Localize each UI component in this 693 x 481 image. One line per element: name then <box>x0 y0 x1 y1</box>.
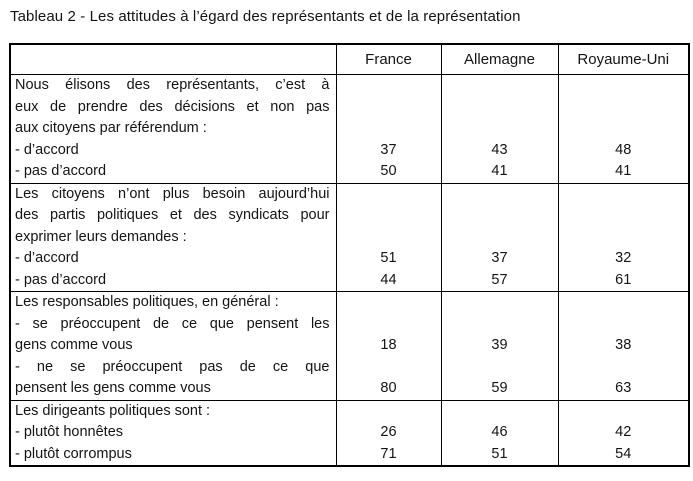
table-row: Nous élisons des représentants, c’est à <box>9 74 690 97</box>
value-cell-allemagne: 51 <box>440 443 559 466</box>
header-empty-cell <box>9 44 337 75</box>
value-cell-allemagne <box>440 96 559 118</box>
answer-label-cell: - pas d’accord <box>9 161 337 183</box>
value-cell-royaume-uni: 63 <box>557 378 690 400</box>
value-cell-france: 37 <box>335 139 442 161</box>
attitudes-table: France Allemagne Royaume-Uni Nous élison… <box>9 43 690 467</box>
value-cell-royaume-uni: 32 <box>557 248 690 270</box>
header-row: France Allemagne Royaume-Uni <box>9 44 690 75</box>
answer-label-cell: - ne se préoccupent pas de ce que <box>9 356 337 378</box>
column-header-france: France <box>335 44 442 75</box>
table-row: - d’accord 37 43 48 <box>9 139 690 161</box>
answer-label-cell: - d’accord <box>9 139 337 161</box>
value-cell-royaume-uni <box>557 74 690 97</box>
table-row: eux de prendre des décisions et non pas <box>9 96 690 118</box>
question-cell: Les citoyens n’ont plus besoin aujourd’h… <box>9 182 337 205</box>
answer-label-cell: - se préoccupent de ce que pensent les <box>9 313 337 335</box>
question-cell: des partis politiques et des syndicats p… <box>9 205 337 227</box>
value-cell-allemagne: 59 <box>440 378 559 400</box>
table-row: - d’accord 51 37 32 <box>9 248 690 270</box>
table-row: gens comme vous 18 39 38 <box>9 335 690 357</box>
value-cell-royaume-uni: 42 <box>557 422 690 444</box>
value-cell-allemagne <box>440 226 559 248</box>
value-cell-royaume-uni <box>557 226 690 248</box>
table-row: - plutôt honnêtes 26 46 42 <box>9 422 690 444</box>
value-cell-royaume-uni: 54 <box>557 443 690 466</box>
value-cell-allemagne <box>440 74 559 97</box>
value-cell-royaume-uni <box>557 205 690 227</box>
answer-label-cell: - plutôt honnêtes <box>9 422 337 444</box>
table-row: - pas d’accord 44 57 61 <box>9 269 690 292</box>
value-cell-royaume-uni <box>557 399 690 422</box>
column-header-allemagne: Allemagne <box>440 44 559 75</box>
value-cell-france <box>335 182 442 205</box>
question-cell: aux citoyens par référendum : <box>9 118 337 140</box>
value-cell-allemagne <box>440 205 559 227</box>
value-cell-france: 18 <box>335 335 442 357</box>
document-page: Tableau 2 - Les attitudes à l’égard des … <box>9 8 690 467</box>
table-row: Les dirigeants politiques sont : <box>9 399 690 422</box>
answer-label-cell: pensent les gens comme vous <box>9 378 337 400</box>
value-cell-allemagne: 57 <box>440 269 559 292</box>
question-cell: eux de prendre des décisions et non pas <box>9 96 337 118</box>
question-cell: Nous élisons des représentants, c’est à <box>9 74 337 97</box>
answer-label-cell: - plutôt corrompus <box>9 443 337 466</box>
table-row: - se préoccupent de ce que pensent les <box>9 313 690 335</box>
table-row: aux citoyens par référendum : <box>9 118 690 140</box>
value-cell-france <box>335 205 442 227</box>
table-row: des partis politiques et des syndicats p… <box>9 205 690 227</box>
value-cell-france <box>335 291 442 314</box>
value-cell-allemagne <box>440 291 559 314</box>
value-cell-france: 80 <box>335 378 442 400</box>
table-title: Tableau 2 - Les attitudes à l’égard des … <box>10 8 521 25</box>
question-cell: Les responsables politiques, en général … <box>9 291 337 314</box>
value-cell-allemagne: 37 <box>440 248 559 270</box>
value-cell-allemagne <box>440 182 559 205</box>
value-cell-allemagne <box>440 118 559 140</box>
table-row: - ne se préoccupent pas de ce que <box>9 356 690 378</box>
answer-label-cell: gens comme vous <box>9 335 337 357</box>
value-cell-france: 26 <box>335 422 442 444</box>
value-cell-royaume-uni <box>557 356 690 378</box>
table-row: - pas d’accord 50 41 41 <box>9 161 690 183</box>
value-cell-allemagne <box>440 313 559 335</box>
value-cell-france: 50 <box>335 161 442 183</box>
value-cell-royaume-uni: 38 <box>557 335 690 357</box>
value-cell-royaume-uni: 41 <box>557 161 690 183</box>
table-row: exprimer leurs demandes : <box>9 226 690 248</box>
question-cell: exprimer leurs demandes : <box>9 226 337 248</box>
value-cell-france <box>335 399 442 422</box>
value-cell-france: 51 <box>335 248 442 270</box>
value-cell-royaume-uni <box>557 118 690 140</box>
value-cell-france <box>335 356 442 378</box>
value-cell-france <box>335 118 442 140</box>
table-row: Les responsables politiques, en général … <box>9 291 690 314</box>
value-cell-allemagne: 39 <box>440 335 559 357</box>
value-cell-royaume-uni: 61 <box>557 269 690 292</box>
answer-label-cell: - d’accord <box>9 248 337 270</box>
value-cell-france <box>335 74 442 97</box>
value-cell-royaume-uni <box>557 291 690 314</box>
value-cell-france <box>335 226 442 248</box>
value-cell-france <box>335 313 442 335</box>
value-cell-allemagne: 41 <box>440 161 559 183</box>
value-cell-allemagne: 43 <box>440 139 559 161</box>
answer-label-cell: - pas d’accord <box>9 269 337 292</box>
value-cell-allemagne: 46 <box>440 422 559 444</box>
table-row: pensent les gens comme vous 80 59 63 <box>9 378 690 400</box>
value-cell-royaume-uni <box>557 96 690 118</box>
value-cell-france <box>335 96 442 118</box>
value-cell-france: 44 <box>335 269 442 292</box>
value-cell-allemagne <box>440 399 559 422</box>
table-row: Les citoyens n’ont plus besoin aujourd’h… <box>9 182 690 205</box>
value-cell-france: 71 <box>335 443 442 466</box>
value-cell-allemagne <box>440 356 559 378</box>
value-cell-royaume-uni: 48 <box>557 139 690 161</box>
column-header-royaume-uni: Royaume-Uni <box>557 44 690 75</box>
value-cell-royaume-uni <box>557 182 690 205</box>
table-row: - plutôt corrompus 71 51 54 <box>9 443 690 466</box>
value-cell-royaume-uni <box>557 313 690 335</box>
question-cell: Les dirigeants politiques sont : <box>9 399 337 422</box>
